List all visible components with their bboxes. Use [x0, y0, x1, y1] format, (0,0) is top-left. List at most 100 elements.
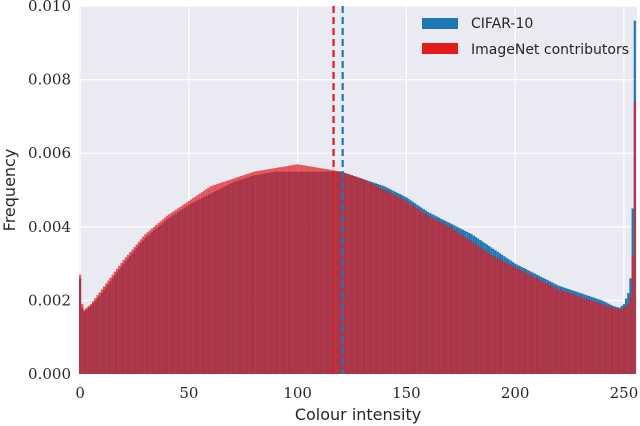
imagenet-bar [377, 186, 380, 374]
imagenet-bar [270, 168, 273, 374]
imagenet-bar [618, 309, 621, 374]
imagenet-bar [394, 195, 397, 374]
imagenet-bar [209, 186, 212, 374]
x-tick-label: 100 [283, 384, 312, 402]
imagenet-bar [411, 205, 415, 374]
imagenet-bar [166, 215, 169, 374]
imagenet-bar [259, 170, 262, 374]
imagenet-bar [226, 180, 230, 374]
imagenet-bar [551, 286, 554, 374]
imagenet-bar [203, 190, 206, 374]
imagenet-bar [505, 262, 508, 374]
imagenet-bar [205, 189, 208, 374]
imagenet-bar [329, 169, 332, 374]
imagenet-bar [161, 219, 164, 374]
imagenet-bar [470, 241, 473, 374]
imagenet-bar [433, 219, 436, 374]
imagenet-bar [490, 254, 493, 374]
imagenet-bar [298, 164, 301, 374]
imagenet-bar [370, 183, 373, 374]
imagenet-bar [379, 187, 382, 374]
imagenet-bar [340, 171, 343, 374]
imagenet-bar [540, 280, 543, 374]
imagenet-bar [224, 181, 227, 374]
imagenet-bar [276, 167, 280, 374]
imagenet-bar [535, 278, 539, 374]
imagenet-bar [538, 279, 541, 374]
imagenet-bar [196, 195, 199, 374]
imagenet-bar [522, 271, 525, 374]
imagenet-bar [281, 166, 284, 374]
imagenet-bar [79, 274, 82, 374]
imagenet-bar [481, 248, 484, 374]
imagenet-bar [407, 202, 410, 374]
imagenet-bar [120, 262, 123, 374]
imagenet-bar [516, 268, 519, 374]
imagenet-bar [487, 253, 491, 374]
imagenet-bar [590, 300, 593, 374]
x-tick-label: 200 [501, 384, 530, 402]
imagenet-bar [148, 230, 151, 374]
imagenet-bar [594, 301, 597, 374]
imagenet-bar [348, 174, 351, 374]
imagenet-bar [263, 169, 267, 374]
imagenet-bar [102, 286, 106, 374]
imagenet-bar [464, 237, 467, 374]
imagenet-bar [596, 302, 599, 374]
imagenet-bar [585, 298, 589, 374]
imagenet-bar [115, 268, 119, 374]
imagenet-bar [303, 165, 306, 374]
imagenet-bar [459, 234, 462, 374]
imagenet-bar [290, 165, 293, 374]
imagenet-bar [533, 277, 536, 374]
imagenet-bar [94, 298, 97, 374]
imagenet-bar [363, 180, 367, 374]
imagenet-bar [435, 220, 438, 374]
imagenet-bar [179, 206, 182, 374]
imagenet-bar [159, 221, 162, 374]
imagenet-bar [583, 298, 586, 374]
imagenet-bar [542, 281, 545, 374]
imagenet-bar [181, 205, 184, 374]
imagenet-bar [577, 295, 580, 374]
imagenet-bar [124, 257, 127, 374]
imagenet-bar [237, 176, 240, 374]
imagenet-bar [442, 223, 445, 374]
imagenet-bar [198, 193, 201, 374]
imagenet-bar [135, 244, 138, 374]
imagenet-bar [122, 259, 125, 374]
imagenet-bar [527, 273, 530, 374]
imagenet-bar [187, 201, 190, 374]
imagenet-bar [192, 198, 195, 374]
imagenet-bar [176, 208, 180, 374]
imagenet-bar [316, 167, 319, 374]
imagenet-bar [189, 199, 193, 374]
imagenet-bar [444, 224, 447, 374]
imagenet-bar [429, 216, 432, 374]
imagenet-bar [437, 221, 441, 374]
imagenet-bar [385, 191, 388, 374]
imagenet-bar [311, 166, 314, 374]
imagenet-bar [144, 234, 147, 374]
y-axis-label: Frequency [0, 149, 19, 232]
imagenet-bar [118, 265, 121, 374]
imagenet-bar [344, 173, 347, 374]
imagenet-bar [611, 307, 615, 374]
imagenet-bar [509, 265, 512, 374]
imagenet-bar [570, 293, 573, 374]
imagenet-bar [492, 256, 495, 374]
imagenet-bar [255, 171, 258, 374]
imagenet-bar [253, 171, 256, 374]
imagenet-bar [520, 270, 523, 374]
imagenet-bar [337, 171, 341, 374]
imagenet-bar [581, 297, 584, 374]
imagenet-bar [242, 175, 245, 374]
imagenet-bar [346, 173, 349, 374]
imagenet-bar [451, 228, 454, 374]
imagenet-bar [566, 292, 569, 374]
imagenet-bar [250, 172, 254, 374]
imagenet-bar [427, 215, 430, 374]
imagenet-bar [129, 252, 132, 374]
imagenet-bar [546, 283, 549, 374]
